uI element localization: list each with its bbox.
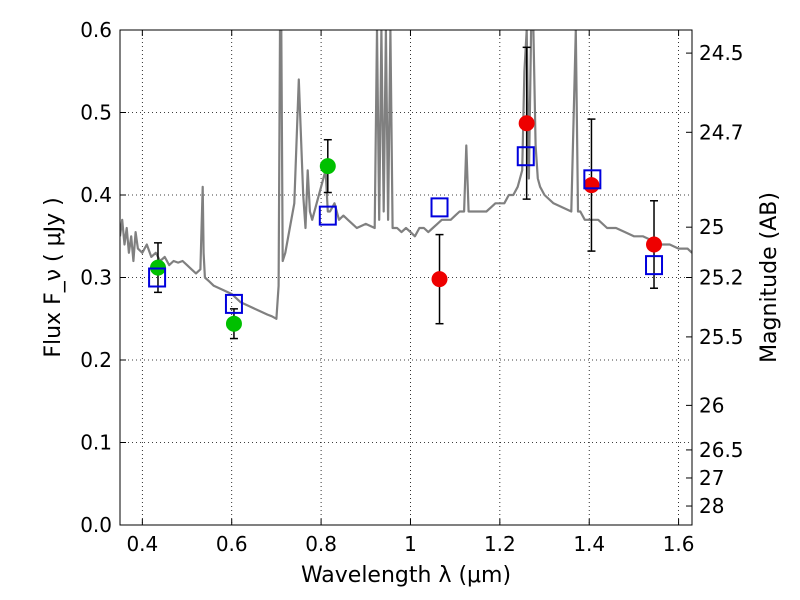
right-tick-label: 25.5 bbox=[699, 325, 744, 349]
y-tick-label: 0.5 bbox=[80, 101, 112, 125]
x-tick-label: 0.6 bbox=[216, 532, 248, 556]
model-point bbox=[430, 197, 449, 218]
right-axis-label: Magnitude (AB) bbox=[757, 192, 782, 363]
grid-lines bbox=[120, 30, 692, 525]
right-tick-label: 24.7 bbox=[699, 120, 744, 144]
y-axis-label: Flux F_ν ( μJy ) bbox=[41, 197, 66, 357]
data-point bbox=[431, 271, 448, 288]
axis-ticks: 0.4 0.6 0.8 1 1.2 1.4 1.6 0.0 0.1 0.2 0.3 0.4 0.5 0.6… bbox=[80, 18, 743, 556]
x-tick-label: 1.2 bbox=[484, 532, 516, 556]
right-tick-label: 24.5 bbox=[699, 41, 744, 65]
x-axis-label: Wavelength λ (μm) bbox=[301, 563, 511, 588]
data-point bbox=[319, 158, 336, 175]
x-tick-label: 1 bbox=[404, 532, 417, 556]
right-tick-label: 27 bbox=[699, 466, 724, 490]
x-tick-label: 1.6 bbox=[663, 532, 695, 556]
data-point bbox=[583, 177, 600, 194]
right-tick-label: 26 bbox=[699, 393, 724, 417]
y-tick-label: 0.4 bbox=[80, 183, 112, 207]
data-point bbox=[225, 315, 242, 332]
data-point bbox=[518, 115, 535, 132]
y-tick-label: 0.6 bbox=[80, 18, 112, 42]
model-point bbox=[516, 146, 535, 167]
model-point bbox=[148, 267, 167, 288]
right-tick-label: 28 bbox=[699, 494, 724, 518]
data-point bbox=[646, 236, 663, 253]
right-tick-label: 25.2 bbox=[699, 266, 744, 290]
model-point bbox=[224, 293, 243, 314]
model-point bbox=[645, 255, 664, 276]
model-point bbox=[583, 169, 602, 190]
right-tick-label: 25 bbox=[699, 215, 724, 239]
x-tick-label: 0.4 bbox=[126, 532, 158, 556]
x-tick-label: 1.4 bbox=[573, 532, 605, 556]
y-tick-label: 0.2 bbox=[80, 348, 112, 372]
y-tick-label: 0.0 bbox=[80, 513, 112, 537]
right-tick-label: 26.5 bbox=[699, 438, 744, 462]
spectrum-line bbox=[120, 30, 692, 320]
y-tick-label: 0.1 bbox=[80, 431, 112, 455]
x-tick-label: 0.8 bbox=[305, 532, 337, 556]
model-point bbox=[318, 205, 337, 226]
y-tick-label: 0.3 bbox=[80, 266, 112, 290]
